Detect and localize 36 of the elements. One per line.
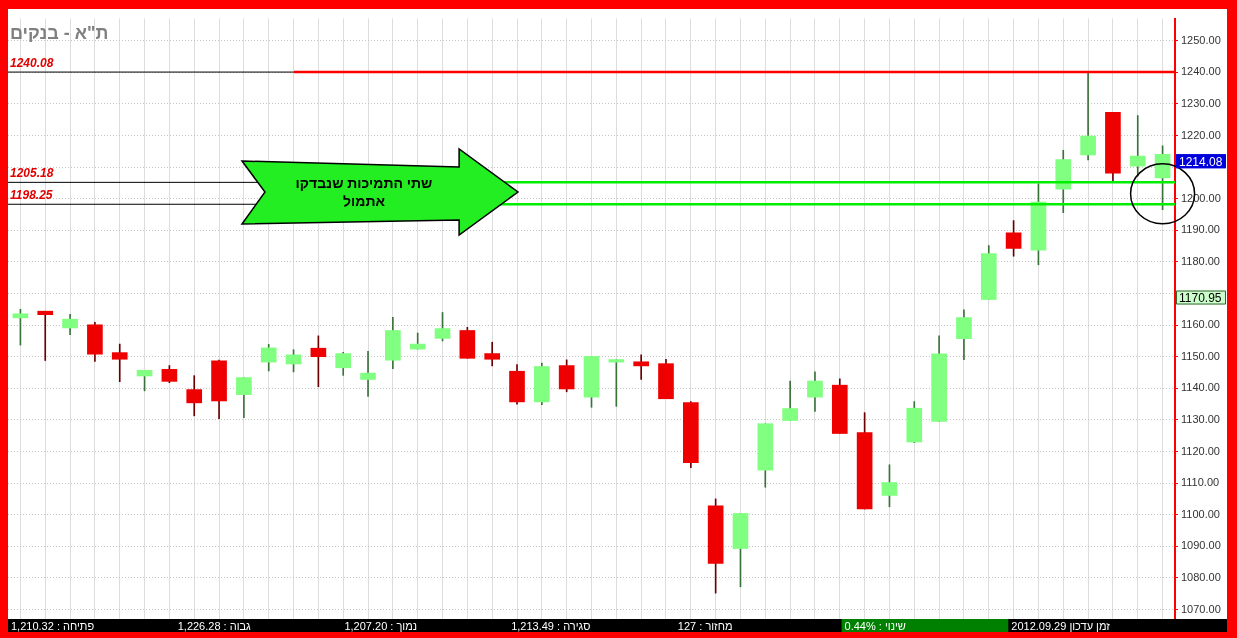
ref-line-label: 1205.18 [10,166,54,181]
text: 1170.95 [1179,290,1222,305]
candlestick [37,310,54,361]
y-tick-label: 1150.00 [1181,349,1220,362]
y-tick-label: 1220.00 [1181,128,1221,141]
candlestick [111,343,128,383]
y-tick-label: 1180.00 [1181,254,1220,267]
candlestick [633,354,649,380]
text: פתיחה : 1,210.32 [11,619,95,632]
text: שינוי : 0.44% [844,619,906,632]
candlestick [360,351,376,397]
text: 1214.08 [1179,154,1223,169]
text: מחזור : 127 [677,619,733,632]
text: סגירה : 1,213.49 [511,619,591,632]
text: נמוך : 1,207.20 [344,619,418,632]
ref-line-label: 1240.08 [10,56,54,71]
candlestick [1080,71,1096,161]
y-tick-label: 1190.00 [1181,223,1220,236]
y-tick-label: 1110.00 [1181,476,1220,489]
y-tick-label: 1160.00 [1181,318,1220,331]
candlestick [1129,115,1146,177]
chart-title: ת"א - בנקים [10,23,109,43]
y-tick-label: 1120.00 [1181,444,1220,457]
y-tick-label: 1080.00 [1181,570,1221,583]
ref-line-label: 1198.25 [10,188,53,203]
y-tick-label: 1230.00 [1181,96,1221,109]
y-tick-label: 1240.00 [1181,65,1221,78]
y-tick-label: 1250.00 [1181,33,1221,46]
y-tick-label: 1070.00 [1181,602,1221,615]
y-tick-label: 1090.00 [1181,539,1221,552]
y-tick-label: 1130.00 [1181,412,1220,425]
y-tick-label: 1100.00 [1181,507,1220,520]
annotation: שתי התמיכות שנבדקו אתמול [294,174,434,211]
y-tick-label: 1140.00 [1181,381,1220,394]
text: גבוה : 1,226.28 [177,619,252,632]
text: זמן עדכון 2012.09.29 [1011,619,1111,632]
